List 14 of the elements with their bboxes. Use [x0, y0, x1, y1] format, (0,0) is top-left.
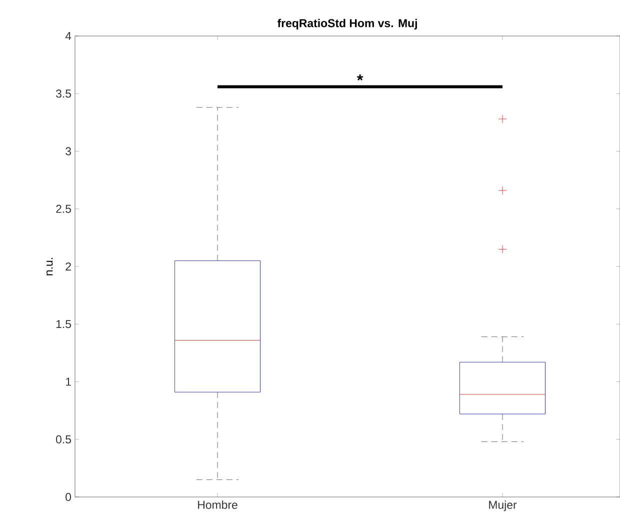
y-tick-label: 1.5 — [56, 320, 72, 328]
y-tick-label: 1 — [66, 378, 71, 386]
annotation: * — [356, 74, 364, 80]
y-tick-label: 3 — [66, 147, 71, 156]
x-tick-label: Mujer — [489, 500, 517, 512]
chart-title: freqRatioStd Hom vs. Muj — [277, 18, 417, 30]
y-axis-title: n.u. — [46, 258, 53, 276]
y-tick-label: 3.5 — [56, 90, 72, 98]
y-tick-label: 4 — [65, 32, 72, 40]
x-tick-label: Hombre — [198, 500, 238, 509]
y-tick-label: 0 — [66, 492, 72, 502]
y-tick-label: 2 — [66, 262, 71, 270]
y-tick-label: 2.5 — [56, 204, 72, 213]
y-tick-label: 0.5 — [56, 435, 72, 444]
